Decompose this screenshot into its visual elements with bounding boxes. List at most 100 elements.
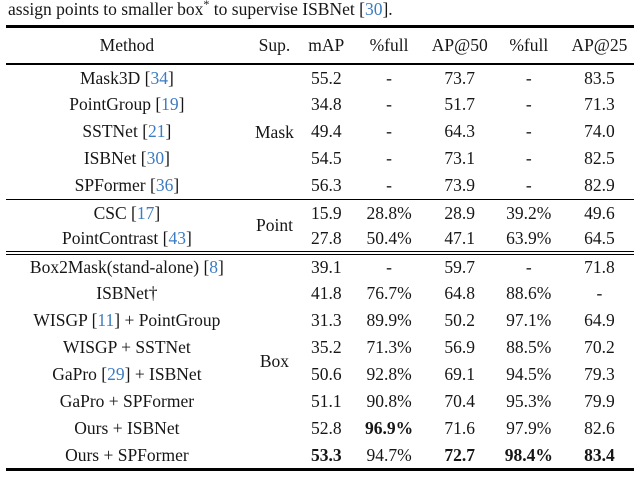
method-cell: Mask3D [34] [79,67,174,88]
value-cell: 15.9 [310,202,342,223]
caption-citation-link[interactable]: 30 [364,0,383,19]
value-cell: 96.9% [364,418,414,439]
citation-link[interactable]: 43 [168,228,186,249]
value-cell: 97.9% [506,418,552,439]
method-cell: SPFormer [36] [74,175,180,196]
value-cell: 39.2% [506,202,552,223]
citation-link[interactable]: 21 [148,121,166,142]
column-header-ap@50: AP@50 [431,35,488,56]
value-cell: 64.8 [444,283,476,304]
method-cell: PointGroup [19] [69,94,185,115]
header-row: Method Sup. mAP %full AP@50 %full AP@25 [6,26,634,65]
value-cell: 56.3 [310,175,342,196]
method-cell: ISBNet [30] [83,148,170,169]
table-row: GaPro + SPFormer 51.1 90.8% 70.4 95.3% 79.9 [6,388,634,415]
results-table: Method Sup. mAP %full AP@50 %full AP@25 Mask3D… [6,24,634,471]
method-cell: Ours + ISBNet [74,418,180,439]
value-cell: 70.2 [584,337,615,358]
value-cell: - [525,148,532,169]
table-row: Mask3D [34] Mask 55.2 - 73.7 - 83.5 [6,64,634,142]
citation-link[interactable]: 8 [209,257,219,278]
table-row: Box2Mask(stand-alone) [8] Box 39.1 - 59.7 - 71… [6,253,634,371]
table-row: CSC [17] Point 15.9 28.8% 28.9 39.2% 49.6 [6,199,634,236]
method-cell: GaPro + SPFormer [59,391,195,412]
value-cell: - [525,94,532,115]
caption-text: assign points to smaller box [8,0,204,19]
value-cell: 49.4 [310,121,342,142]
value-cell: 53.3 [310,444,342,465]
table-caption: assign points to smaller box* to supervi… [6,0,634,18]
value-cell: 50.4% [366,228,412,249]
value-cell: 35.2 [310,337,342,358]
column-header-sup: Sup. [258,35,291,56]
citation-link[interactable]: 17 [136,202,155,223]
value-cell: - [596,283,603,304]
method-cell: CSC [17] [93,202,161,223]
citation-link[interactable]: 36 [155,175,174,196]
value-cell: 90.8% [366,391,412,412]
value-cell: 95.3% [506,391,552,412]
table-row: PointGroup [19] 34.8 - 51.7 - 71.3 [6,91,634,118]
table-row: PointContrast [43] 27.8 50.4% 47.1 63.9% 64.5 [6,226,634,254]
value-cell: 51.7 [444,94,476,115]
value-cell: 69.1 [444,364,476,385]
value-cell: 59.7 [444,257,476,278]
supervision-cell: Box [259,351,290,372]
value-cell: 98.4% [504,444,553,465]
value-cell: 50.2 [444,310,476,331]
value-cell: 97.1% [506,310,552,331]
value-cell: 82.5 [584,148,615,169]
column-header-method: Method [99,35,155,56]
value-cell: 70.4 [444,391,476,412]
table-row: Ours + ISBNet 52.8 96.9% 71.6 97.9% 82.6 [6,415,634,442]
value-cell: 64.9 [584,310,615,331]
value-cell: 73.9 [444,175,476,196]
value-cell: 94.5% [506,364,552,385]
value-cell: 28.9 [444,202,476,223]
method-cell: WISGP + SSTNet [62,337,191,358]
method-cell: Box2Mask(stand-alone) [8] [29,257,224,278]
citation-link[interactable]: 19 [161,94,179,115]
table-row: GaPro [29] + ISBNet 50.6 92.8% 69.1 94.5% 79.… [6,361,634,388]
table-row: ISBNet† 41.8 76.7% 64.8 88.6% - [6,280,634,307]
value-cell: - [386,257,392,278]
method-cell: SSTNet [21] [82,121,172,142]
citation-link[interactable]: 34 [150,67,168,88]
value-cell: - [386,175,392,196]
value-cell: - [525,121,532,142]
value-cell: 39.1 [310,257,342,278]
column-header-map: mAP [308,35,345,56]
value-cell: 27.8 [310,228,342,249]
value-cell: 73.1 [444,148,476,169]
table-row: WISGP + SSTNet 35.2 71.3% 56.9 88.5% 70.2 [6,334,634,361]
supervision-cell: Point [255,215,293,236]
value-cell: 64.3 [444,121,476,142]
citation-link[interactable]: 11 [97,310,115,331]
value-cell: 50.6 [310,364,342,385]
value-cell: 34.8 [310,94,342,115]
citation-link[interactable]: 29 [107,364,125,385]
column-header-full: %full [369,35,409,56]
value-cell: 88.5% [506,337,552,358]
value-cell: 83.4 [584,444,615,465]
value-cell: 71.8 [584,257,615,278]
caption-footnote-marker: * [203,0,210,11]
caption-text-mid: to supervise ISBNet [ [209,0,365,19]
value-cell: 47.1 [444,228,476,249]
value-cell: 82.9 [584,175,615,196]
citation-link[interactable]: 30 [146,148,165,169]
supervision-cell: Mask [255,121,294,142]
method-cell: ISBNet† [96,283,158,304]
value-cell: 51.1 [310,391,342,412]
method-cell: Ours + SPFormer [65,444,189,465]
value-cell: 28.8% [366,202,412,223]
value-cell: - [525,175,532,196]
table-row: WISGP [11] + PointGroup 31.3 89.9% 50.2 97.1… [6,307,634,334]
value-cell: 72.7 [444,444,476,465]
table-row: Ours + SPFormer 53.3 94.7% 72.7 98.4% 83.4 [6,442,634,469]
method-cell: GaPro [29] + ISBNet [52,364,202,385]
value-cell: 31.3 [310,310,342,331]
table-row: SPFormer [36] 56.3 - 73.9 - 82.9 [6,172,634,200]
caption-text-end: ]. [382,0,393,19]
